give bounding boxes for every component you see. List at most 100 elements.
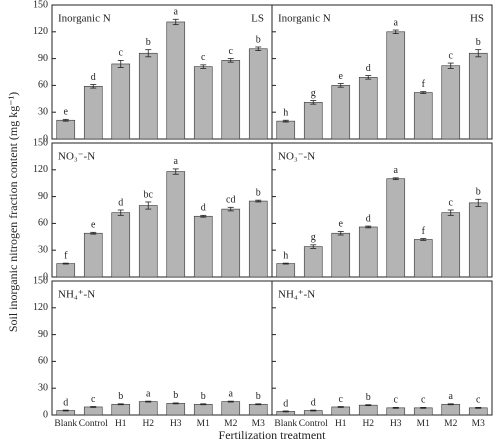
bar	[193, 215, 213, 278]
y-tick-label: 30	[38, 244, 48, 255]
bar	[193, 66, 213, 140]
panel-title: Inorganic N	[278, 13, 331, 25]
significance-letter: d	[311, 397, 316, 408]
bar	[56, 263, 76, 278]
significance-letter: b	[201, 391, 206, 402]
panel-title: NH₄⁺-N	[58, 289, 95, 301]
significance-letter: c	[91, 394, 96, 405]
significance-letter: d	[63, 397, 68, 408]
plot-frame	[51, 280, 273, 416]
x-tick-label: H2	[362, 419, 374, 429]
significance-letter: e	[339, 71, 344, 82]
x-tick-label: H1	[335, 419, 347, 429]
significance-letter: d	[366, 63, 371, 74]
bar	[248, 48, 268, 140]
x-axis-title: Fertilization treatment	[219, 428, 327, 442]
plot-frame	[271, 142, 493, 278]
significance-letter: f	[422, 226, 426, 237]
significance-letter: bc	[144, 189, 154, 200]
significance-letter: h	[283, 250, 288, 261]
bar	[276, 263, 296, 278]
significance-letter: c	[476, 395, 481, 406]
y-tick-label: 90	[38, 53, 48, 64]
y-tick-label: 150	[33, 275, 48, 286]
x-tick-label: M3	[252, 419, 265, 429]
plot-frame	[271, 280, 493, 416]
panel-title: NH₄⁺-N	[278, 289, 315, 301]
bar	[221, 401, 241, 416]
bar	[441, 403, 461, 416]
bar	[358, 226, 378, 278]
bar	[248, 200, 268, 278]
significance-letter: b	[256, 391, 261, 402]
x-tick-label: M1	[197, 419, 210, 429]
significance-letter: c	[339, 394, 344, 405]
y-tick-label: 150	[33, 0, 48, 10]
y-tick-label: 60	[38, 356, 48, 367]
bar	[331, 85, 351, 140]
bar	[386, 178, 406, 278]
significance-letter: a	[174, 156, 179, 167]
x-tick-label: Control	[299, 419, 328, 429]
bar	[166, 171, 186, 278]
significance-letter: b	[256, 34, 261, 45]
x-tick-label: Control	[79, 419, 108, 429]
significance-letter: c	[201, 52, 206, 63]
y-tick-label: 120	[33, 164, 48, 175]
significance-letter: d	[366, 213, 371, 224]
significance-letter: f	[422, 79, 426, 90]
panel-corner-label: LS	[251, 13, 264, 25]
bar	[138, 52, 158, 140]
x-tick-label: M1	[417, 419, 430, 429]
y-tick-label: 30	[38, 106, 48, 117]
y-tick-label: 60	[38, 218, 48, 229]
significance-letter: d	[283, 398, 288, 409]
y-tick-label: 150	[33, 137, 48, 148]
bar	[358, 77, 378, 140]
y-tick-label: 30	[38, 382, 48, 393]
bar	[303, 246, 323, 278]
significance-letter: c	[394, 395, 399, 406]
significance-letter: b	[476, 187, 481, 198]
significance-letter: b	[256, 187, 261, 198]
bar	[111, 63, 131, 140]
significance-letter: d	[118, 197, 123, 208]
y-tick-label: 90	[38, 191, 48, 202]
y-tick-label: 90	[38, 329, 48, 340]
significance-letter: e	[91, 220, 96, 231]
bar	[441, 212, 461, 278]
significance-letter: a	[229, 388, 234, 399]
y-axis-title: Soil inorganic nitrogen fraction content…	[6, 92, 20, 332]
significance-letter: c	[421, 395, 426, 406]
significance-letter: f	[64, 250, 68, 261]
significance-letter: a	[394, 165, 399, 176]
y-tick-label: 0	[43, 133, 48, 144]
bar	[193, 403, 213, 416]
bar	[221, 60, 241, 140]
significance-letter: c	[449, 197, 454, 208]
y-tick-label: 0	[43, 409, 48, 420]
significance-letter: b	[146, 37, 151, 48]
bar	[56, 119, 76, 140]
bar	[83, 232, 103, 278]
significance-letter: h	[283, 108, 288, 119]
bar	[331, 406, 351, 416]
bar	[468, 407, 488, 416]
significance-letter: b	[476, 37, 481, 48]
bar	[468, 52, 488, 140]
bar	[83, 406, 103, 416]
significance-letter: c	[449, 50, 454, 61]
x-tick-label: M3	[472, 419, 485, 429]
significance-letter: e	[339, 219, 344, 230]
x-tick-label: H3	[390, 419, 402, 429]
bar	[138, 205, 158, 278]
significance-letter: b	[366, 392, 371, 403]
bar	[111, 212, 131, 278]
x-tick-label: H3	[170, 419, 182, 429]
x-tick-label: M2	[444, 419, 457, 429]
panel-title: Inorganic N	[58, 13, 111, 25]
bar	[413, 407, 433, 416]
panel-title: NO₃⁻-N	[278, 151, 315, 163]
bar	[468, 202, 488, 278]
